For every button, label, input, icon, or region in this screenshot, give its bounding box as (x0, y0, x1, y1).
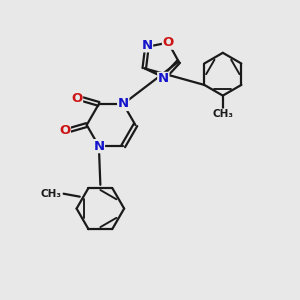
Text: CH₃: CH₃ (212, 109, 233, 119)
Text: O: O (163, 36, 174, 49)
Text: N: N (141, 39, 152, 52)
Text: N: N (118, 98, 129, 110)
Text: CH₃: CH₃ (41, 189, 62, 199)
Text: N: N (158, 72, 169, 86)
Text: N: N (93, 140, 104, 153)
Text: O: O (59, 124, 70, 137)
Text: O: O (71, 92, 82, 105)
